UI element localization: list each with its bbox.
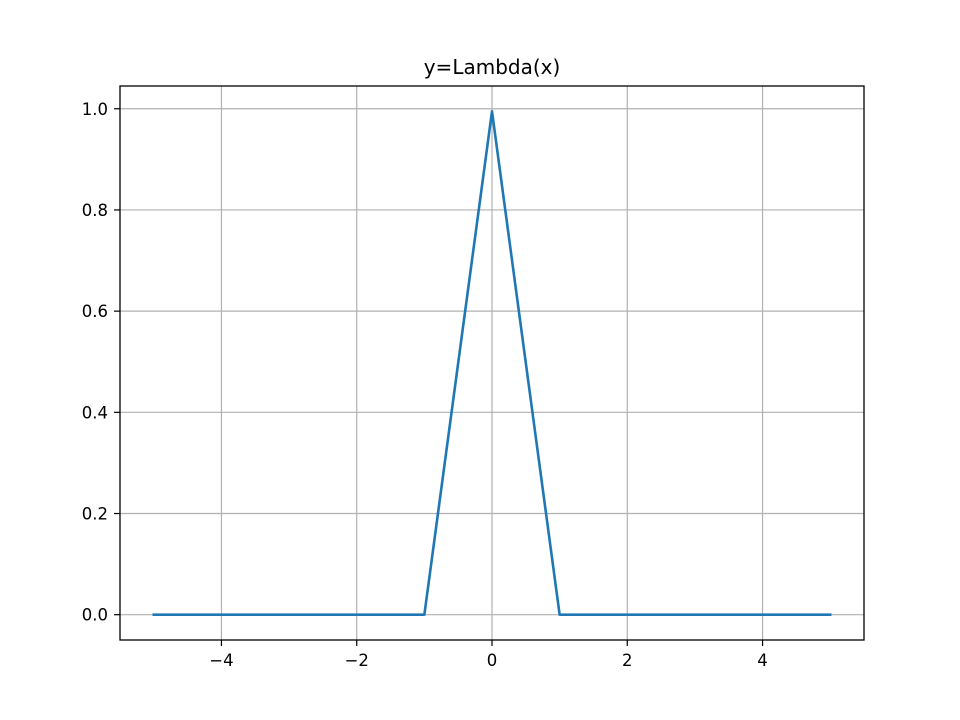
y-tick-label: 0.0 xyxy=(82,606,108,625)
y-tick-label: 0.2 xyxy=(82,505,108,524)
x-tick-label: −4 xyxy=(209,651,233,670)
x-tick-label: −2 xyxy=(345,651,369,670)
series-line xyxy=(152,110,832,617)
y-tick-label: 0.6 xyxy=(82,302,108,321)
ticks: −4 −2 0 2 4 0.0 0.2 0.4 0.6 0.8 1.0 xyxy=(82,100,768,670)
x-tick-label: 0 xyxy=(487,651,498,670)
grid xyxy=(120,86,864,640)
y-tick-label: 0.4 xyxy=(82,403,108,422)
chart-title: y=Lambda(x) xyxy=(424,55,561,79)
x-tick-label: 2 xyxy=(622,651,633,670)
y-tick-label: 1.0 xyxy=(82,100,108,119)
y-tick-label: 0.8 xyxy=(82,201,108,220)
x-tick-label: 4 xyxy=(757,651,768,670)
series-layer xyxy=(152,110,832,617)
